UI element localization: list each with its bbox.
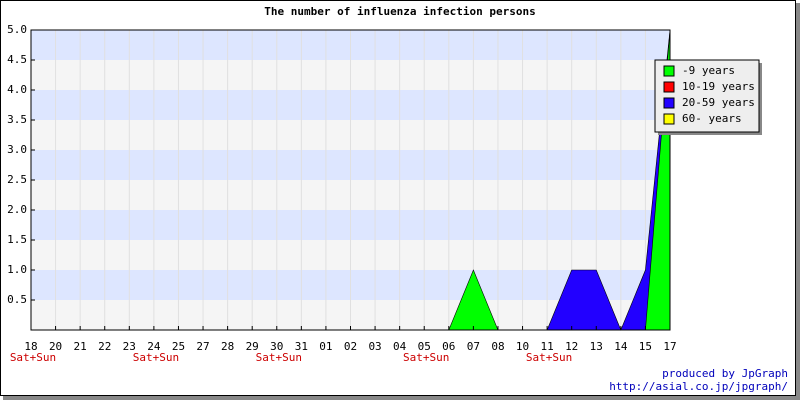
legend-label: 60- years (682, 112, 742, 125)
x-tick-label: 18 (24, 340, 37, 353)
x-tick-label: 14 (614, 340, 628, 353)
legend-swatch (663, 81, 675, 93)
x-tick-label: 30 (270, 340, 283, 353)
x-tick-label: 24 (147, 340, 161, 353)
x-tick-label: 03 (368, 340, 381, 353)
x-tick-label: 31 (295, 340, 308, 353)
y-tick-label: 0.5 (7, 293, 27, 306)
legend-swatch (663, 97, 675, 109)
x-tick-label: 02 (344, 340, 357, 353)
x-tick-label: 28 (221, 340, 234, 353)
y-tick-label: 1.0 (7, 263, 27, 276)
x-tick-label: 29 (246, 340, 259, 353)
x-tick-label: 01 (319, 340, 332, 353)
chart-title: The number of influenza infection person… (264, 5, 536, 18)
x-tick-label: 20 (49, 340, 62, 353)
credit: produced by JpGraph (662, 367, 788, 380)
x-tick-label: 22 (98, 340, 111, 353)
x-tick-label: 27 (196, 340, 209, 353)
legend-label: 10-19 years (682, 80, 755, 93)
x-tick-label: 21 (74, 340, 87, 353)
y-tick-label: 1.5 (7, 233, 27, 246)
legend-label: 20-59 years (682, 96, 755, 109)
x-tick-label: 05 (418, 340, 431, 353)
x-tick-label: 10 (516, 340, 529, 353)
x-tick-label: 06 (442, 340, 455, 353)
x-tick-label: 17 (663, 340, 676, 353)
legend-label: -9 years (682, 64, 735, 77)
x-tick-label: 25 (172, 340, 185, 353)
x-sublabel: Sat+Sun (256, 351, 302, 364)
x-tick-label: 04 (393, 340, 407, 353)
x-tick-label: 12 (565, 340, 578, 353)
x-sublabel: Sat+Sun (10, 351, 56, 364)
y-tick-label: 4.0 (7, 83, 27, 96)
y-tick-label: 2.5 (7, 173, 27, 186)
x-tick-label: 07 (467, 340, 480, 353)
x-tick-label: 23 (123, 340, 136, 353)
x-sublabel: Sat+Sun (403, 351, 449, 364)
x-tick-label: 08 (491, 340, 504, 353)
y-tick-label: 5.0 (7, 23, 27, 36)
x-sublabel: Sat+Sun (526, 351, 572, 364)
y-tick-label: 4.5 (7, 53, 27, 66)
legend-swatch (663, 113, 675, 125)
y-tick-label: 2.0 (7, 203, 27, 216)
x-tick-label: 11 (540, 340, 553, 353)
y-tick-label: 3.5 (7, 113, 27, 126)
credit: http://asial.co.jp/jpgraph/ (609, 380, 788, 393)
x-tick-label: 13 (590, 340, 603, 353)
y-tick-label: 3.0 (7, 143, 27, 156)
legend-swatch (663, 65, 675, 77)
x-sublabel: Sat+Sun (133, 351, 179, 364)
x-tick-label: 15 (639, 340, 652, 353)
